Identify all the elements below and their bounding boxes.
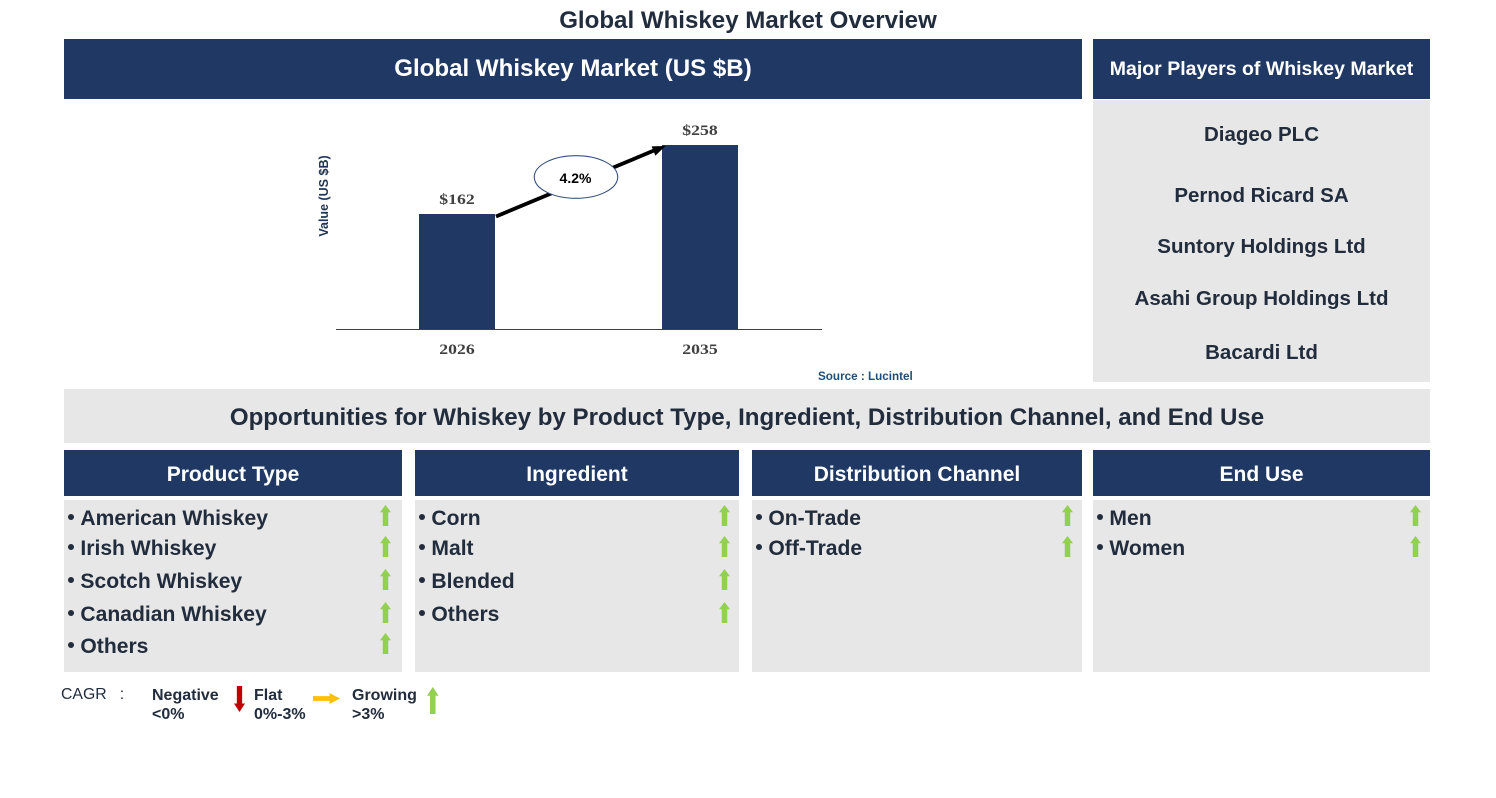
svg-text:4.2%: 4.2% bbox=[560, 170, 592, 186]
